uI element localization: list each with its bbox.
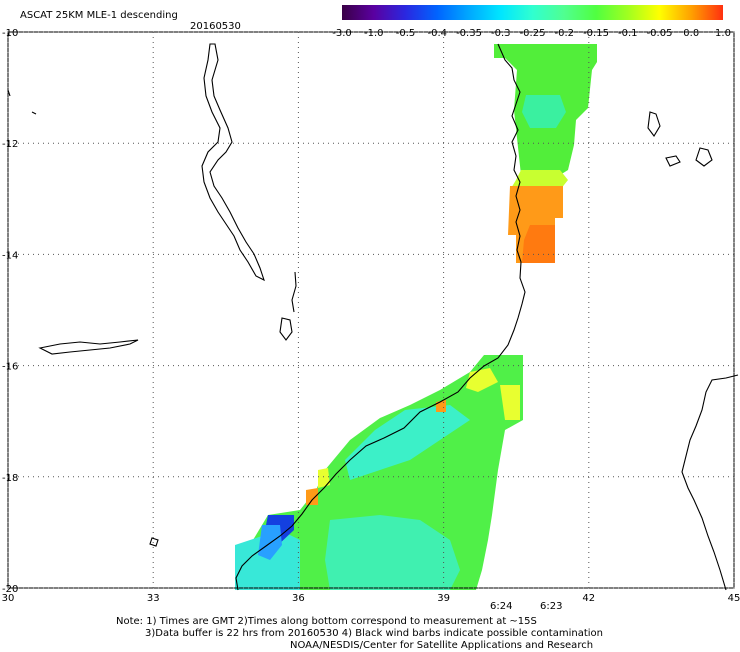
pass-time-2: 6:23 [540, 601, 562, 612]
colorbar-tick-label: -3.0 [332, 28, 352, 39]
island-small-1 [7, 89, 11, 97]
color-scale-labels: -3.0 -1.0 -0.5 -0.4 -0.35 -0.3 -0.25 -0.2 -0.15-… [332, 28, 731, 39]
swath-north-cyan-patch [522, 95, 566, 128]
swath-south-cyan-2 [325, 515, 460, 590]
lon-label: 42 [582, 593, 595, 604]
colorbar-tick-label: -0.2 [554, 28, 574, 39]
swath-north-yellow [510, 170, 568, 190]
colorbar-tick-label: -0.15 [583, 28, 609, 39]
swath-south-yellow-2 [500, 385, 520, 420]
graticule [7, 31, 735, 589]
swath-south-yellow-3 [318, 468, 330, 488]
colorbar-tick-label: -0.05 [647, 28, 673, 39]
lake-malawi [201, 43, 265, 282]
coastline-madagascar [681, 374, 739, 591]
colorbar-tick-label: -0.25 [520, 28, 546, 39]
lon-label: 36 [292, 593, 305, 604]
lat-label: -10 [2, 28, 18, 39]
lat-label: -12 [2, 139, 18, 150]
map-title: ASCAT 25KM MLE-1 descending [20, 10, 178, 21]
lat-label: -20 [2, 584, 18, 595]
swath-south-cyan [345, 405, 470, 480]
note-line-1: Note: 1) Times are GMT 2)Times along bot… [116, 616, 537, 627]
island-small-2 [31, 111, 37, 115]
lon-label: 33 [147, 593, 160, 604]
island-mayotte [695, 147, 713, 167]
colorbar-tick-label: 0.0 [683, 28, 699, 39]
map-date: 20160530 [190, 21, 241, 32]
lat-label: -14 [2, 250, 18, 261]
colorbar-tick-label: -0.35 [456, 28, 482, 39]
axis-labels: 30 33 36 39 42 45 -10 -12 -14 -16 -18 -20 [2, 28, 740, 604]
color-scale-bar [342, 5, 723, 20]
coastlines [7, 43, 739, 591]
lat-label: -16 [2, 362, 18, 373]
colorbar-tick-label: 1.0 [715, 28, 731, 39]
lon-label: 45 [728, 593, 740, 604]
swath-north-orange-dark [522, 225, 555, 263]
colorbar-tick-label: -0.3 [491, 28, 511, 39]
colorbar-tick-label: -0.5 [396, 28, 416, 39]
lon-label: 39 [437, 593, 450, 604]
island-moheli [665, 155, 681, 167]
lake-small-2 [149, 537, 159, 547]
lon-label: 30 [2, 593, 15, 604]
note-line-2: 3)Data buffer is 22 hrs from 20160530 4)… [145, 628, 603, 639]
colorbar-tick-label: -0.1 [618, 28, 638, 39]
river-shire [291, 271, 297, 313]
colorbar-tick-label: -0.4 [427, 28, 447, 39]
colorbar-gradient [342, 5, 723, 20]
island-grande-comore [647, 111, 661, 137]
wind-data-swath [235, 44, 597, 590]
lake-cahora-bassa [38, 339, 139, 355]
note-line-3: NOAA/NESDIS/Center for Satellite Applica… [290, 640, 594, 651]
swath-south-cyan-3 [235, 530, 300, 590]
colorbar-tick-label: -1.0 [364, 28, 384, 39]
map-frame [7, 31, 735, 589]
pass-time-1: 6:24 [490, 601, 512, 612]
swath-south-orange-2 [306, 488, 318, 505]
lat-label: -18 [2, 473, 18, 484]
coastline-mainland [235, 43, 526, 591]
lake-chilwa [279, 317, 293, 341]
